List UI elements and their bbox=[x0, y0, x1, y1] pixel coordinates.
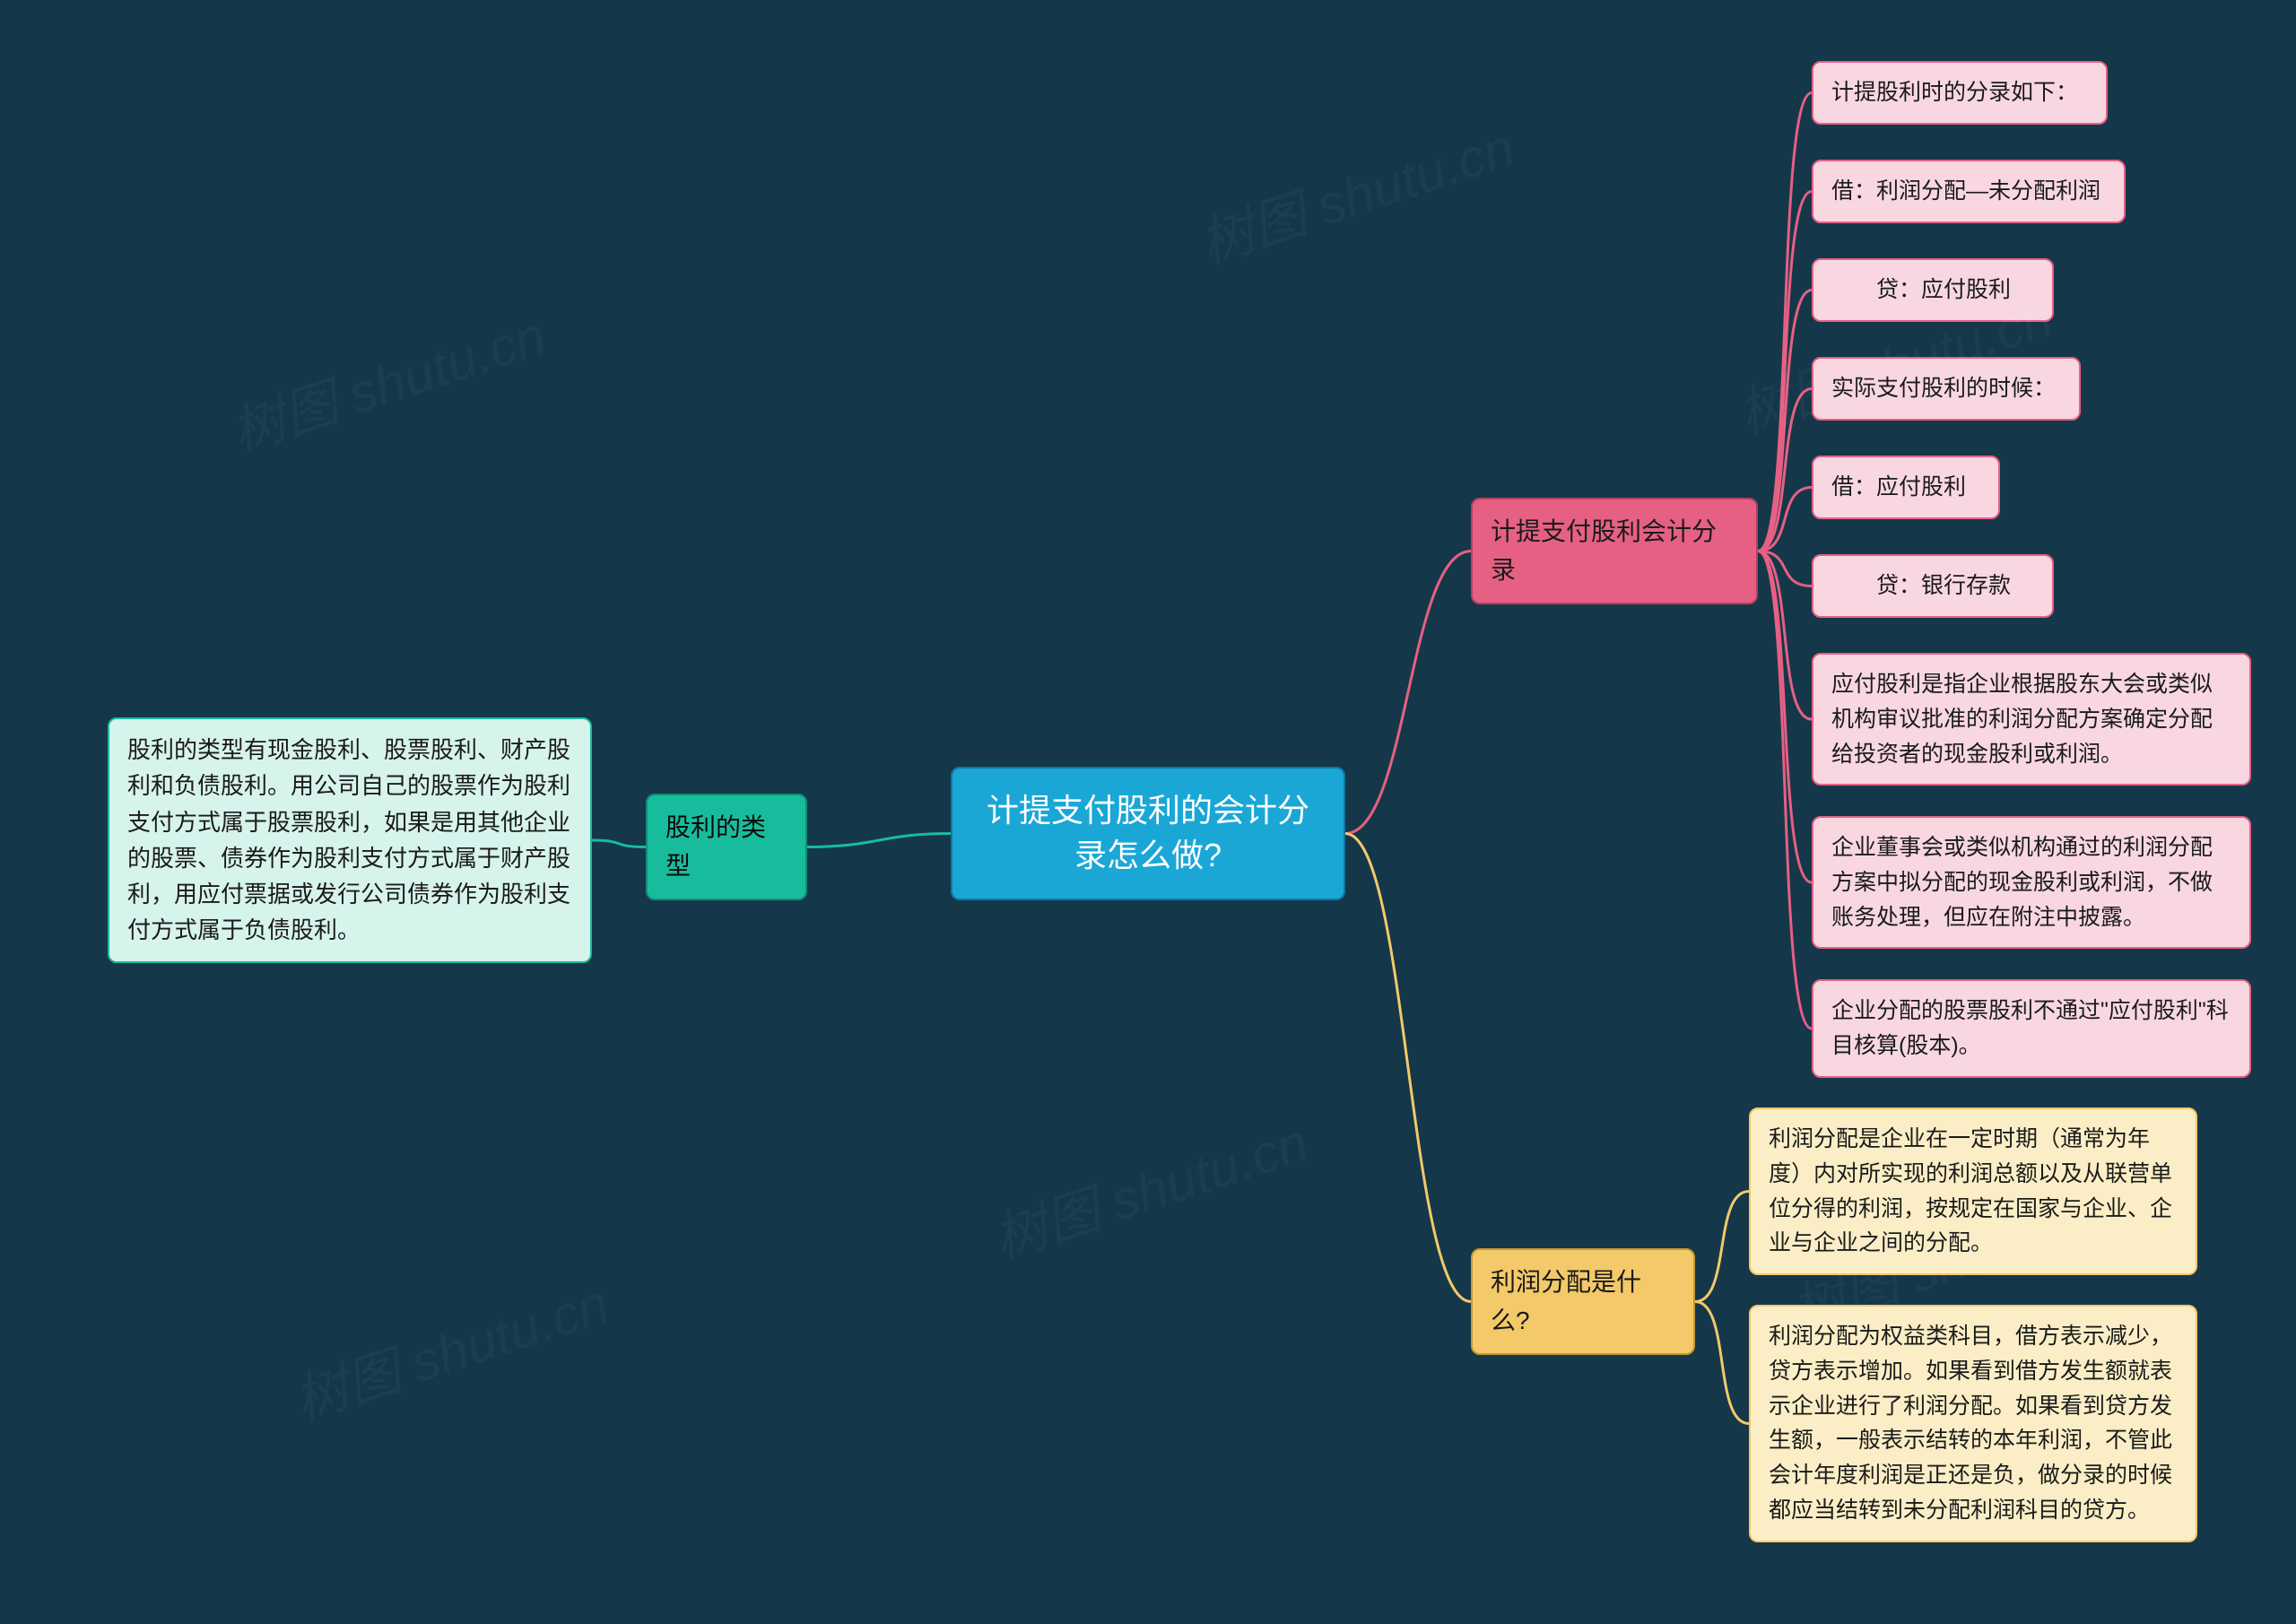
edge bbox=[1758, 389, 1812, 551]
node-right_bottom[interactable]: 利润分配是什么? bbox=[1471, 1248, 1695, 1355]
watermark: 树图 shutu.cn bbox=[220, 292, 554, 467]
node-rb_leaf1[interactable]: 利润分配是企业在一定时期（通常为年度）内对所实现的利润总额以及从联营单位分得的利… bbox=[1749, 1107, 2197, 1275]
edge bbox=[1758, 291, 1812, 551]
node-rt_leaf5[interactable]: 借：应付股利 bbox=[1812, 456, 2000, 519]
edge bbox=[1345, 834, 1471, 1302]
edge bbox=[1758, 551, 1812, 586]
node-label: 股利的类型 bbox=[665, 813, 766, 880]
edge bbox=[1758, 551, 1812, 720]
node-label: 贷：应付股利 bbox=[1831, 277, 2011, 302]
node-rt_leaf6[interactable]: 贷：银行存款 bbox=[1812, 554, 2054, 618]
node-label: 贷：银行存款 bbox=[1831, 573, 2011, 598]
node-label: 实际支付股利的时候： bbox=[1831, 376, 2056, 401]
node-rt_leaf3[interactable]: 贷：应付股利 bbox=[1812, 258, 2054, 322]
node-label: 利润分配是企业在一定时期（通常为年度）内对所实现的利润总额以及从联营单位分得的利… bbox=[1769, 1126, 2172, 1255]
edge bbox=[1758, 551, 1812, 883]
edge bbox=[1695, 1302, 1749, 1424]
node-label: 借：利润分配—未分配利润 bbox=[1831, 178, 2100, 204]
node-label: 利润分配为权益类科目，借方表示减少，贷方表示增加。如果看到借方发生额就表示企业进… bbox=[1769, 1324, 2172, 1523]
edge bbox=[1695, 1192, 1749, 1302]
node-label: 借：应付股利 bbox=[1831, 474, 1966, 499]
node-label: 股利的类型有现金股利、股票股利、财产股利和负债股利。用公司自己的股票作为股利支付… bbox=[127, 736, 570, 943]
edge bbox=[1345, 551, 1471, 834]
node-left_branch[interactable]: 股利的类型 bbox=[646, 794, 807, 900]
node-center[interactable]: 计提支付股利的会计分录怎么做? bbox=[951, 767, 1345, 900]
edge bbox=[592, 840, 646, 847]
edge bbox=[807, 834, 951, 847]
node-label: 应付股利是指企业根据股东大会或类似机构审议批准的利润分配方案确定分配给投资者的现… bbox=[1831, 672, 2213, 767]
node-label: 企业分配的股票股利不通过"应付股利"科目核算(股本)。 bbox=[1831, 998, 2229, 1058]
node-label: 计提股利时的分录如下： bbox=[1831, 80, 2078, 105]
node-rt_leaf7[interactable]: 应付股利是指企业根据股东大会或类似机构审议批准的利润分配方案确定分配给投资者的现… bbox=[1812, 653, 2251, 786]
node-rt_leaf2[interactable]: 借：利润分配—未分配利润 bbox=[1812, 160, 2126, 223]
watermark: 树图 shutu.cn bbox=[1188, 104, 1523, 279]
node-label: 计提支付股利的会计分录怎么做? bbox=[987, 792, 1309, 873]
node-label: 利润分配是什么? bbox=[1491, 1268, 1641, 1334]
edge bbox=[1758, 192, 1812, 551]
watermark: 树图 shutu.cn bbox=[982, 1099, 1317, 1274]
node-rt_leaf9[interactable]: 企业分配的股票股利不通过"应付股利"科目核算(股本)。 bbox=[1812, 979, 2251, 1078]
node-rb_leaf2[interactable]: 利润分配为权益类科目，借方表示减少，贷方表示增加。如果看到借方发生额就表示企业进… bbox=[1749, 1305, 2197, 1542]
edge bbox=[1758, 93, 1812, 551]
node-label: 企业董事会或类似机构通过的利润分配方案中拟分配的现金股利或利润，不做账务处理，但… bbox=[1831, 835, 2213, 930]
node-label: 计提支付股利会计分录 bbox=[1491, 517, 1717, 584]
watermark: 树图 shutu.cn bbox=[283, 1261, 617, 1436]
node-right_top[interactable]: 计提支付股利会计分录 bbox=[1471, 498, 1758, 604]
node-rt_leaf4[interactable]: 实际支付股利的时候： bbox=[1812, 357, 2081, 421]
node-left_leaf[interactable]: 股利的类型有现金股利、股票股利、财产股利和负债股利。用公司自己的股票作为股利支付… bbox=[108, 717, 592, 963]
node-rt_leaf8[interactable]: 企业董事会或类似机构通过的利润分配方案中拟分配的现金股利或利润，不做账务处理，但… bbox=[1812, 816, 2251, 949]
node-rt_leaf1[interactable]: 计提股利时的分录如下： bbox=[1812, 61, 2108, 125]
edge bbox=[1758, 551, 1812, 1029]
edge bbox=[1758, 488, 1812, 551]
